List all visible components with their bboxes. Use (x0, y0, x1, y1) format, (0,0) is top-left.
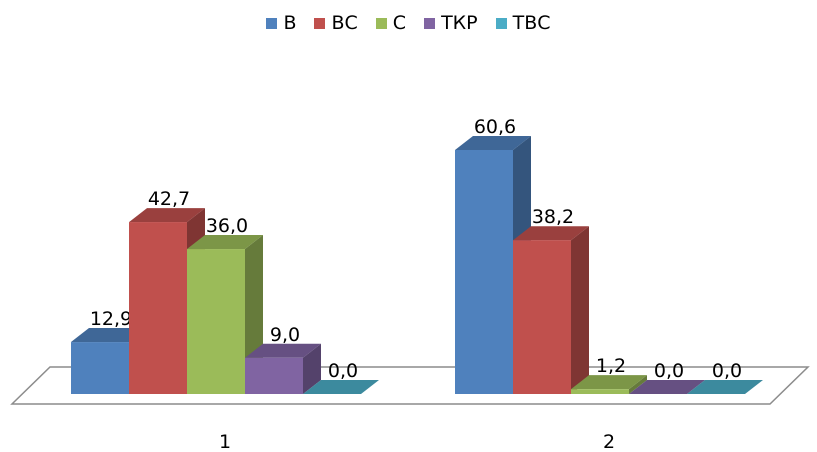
bar-0-2 (187, 249, 245, 394)
bar-top-0-3 (245, 343, 321, 358)
legend-label-tkr: ТКР (441, 12, 478, 34)
legend-swatch-v (266, 17, 278, 29)
bar-1-0 (455, 150, 513, 394)
bar-top-0-4 (303, 380, 379, 394)
legend-swatch-tvs (495, 17, 507, 29)
bar-top-0-0 (71, 328, 147, 343)
bar-0-1 (129, 222, 187, 394)
bar-side-0-3 (303, 343, 321, 394)
data-label-1-1: 38,2 (532, 206, 574, 228)
legend-item-vs: ВС (314, 12, 358, 34)
data-label-0-0: 12,9 (90, 308, 132, 330)
bar-side-1-1 (571, 226, 589, 394)
data-label-0-3: 9,0 (270, 324, 300, 346)
bar-0-3 (245, 357, 303, 394)
bar-1-2 (571, 389, 629, 394)
bar-top-1-3 (629, 380, 705, 394)
legend-item-s: С (375, 12, 407, 34)
bar-top-1-4 (687, 380, 763, 394)
bar-side-1-2 (629, 375, 647, 394)
legend-label-vs: ВС (331, 12, 358, 34)
legend-swatch-tkr (424, 17, 436, 29)
legend-label-tvs: ТВС (512, 12, 551, 34)
data-label-1-4: 0,0 (712, 360, 742, 382)
data-label-1-0: 60,6 (474, 116, 516, 138)
category-label-1: 2 (603, 431, 615, 452)
legend-swatch-s (375, 17, 387, 29)
bar-0-0 (71, 342, 129, 394)
data-label-0-4: 0,0 (328, 360, 358, 382)
bar-top-1-0 (455, 136, 531, 150)
legend: В ВС С ТКР ТВС (0, 12, 817, 34)
bar-top-0-2 (187, 235, 263, 250)
bar-top-1-1 (513, 226, 589, 241)
legend-item-tkr: ТКР (424, 12, 478, 34)
data-label-0-1: 42,7 (148, 188, 190, 210)
legend-label-v: В (283, 12, 297, 34)
legend-swatch-vs (314, 17, 326, 29)
data-label-1-3: 0,0 (654, 360, 684, 382)
legend-item-v: В (266, 12, 296, 34)
bar-top-1-2 (571, 375, 647, 390)
data-label-0-2: 36,0 (206, 215, 248, 237)
category-label-0: 1 (219, 431, 231, 452)
data-label-1-2: 1,2 (596, 355, 626, 377)
bar-top-0-1 (129, 208, 205, 223)
bar-1-1 (513, 240, 571, 394)
legend-label-s: С (392, 12, 407, 34)
legend-item-tvs: ТВС (495, 12, 551, 34)
